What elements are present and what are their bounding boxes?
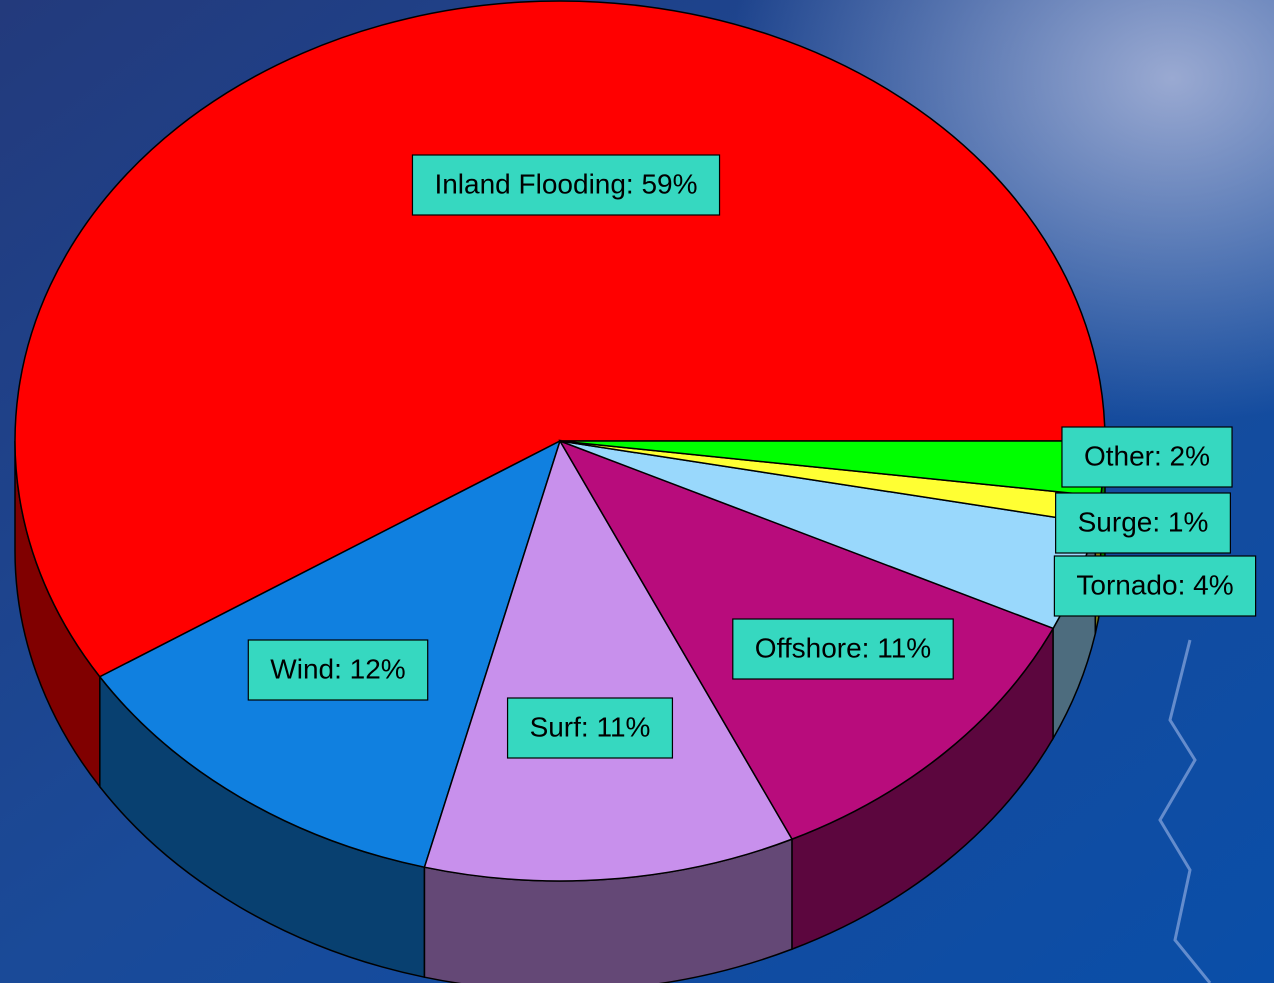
data-label: Surge: 1% xyxy=(1056,493,1231,553)
data-label: Surf: 11% xyxy=(508,698,673,758)
data-label-text: Offshore: 11% xyxy=(755,632,931,663)
page: Inland Flooding: 59% Wind: 12% Surf: 11% Of… xyxy=(0,0,1274,983)
data-label-text: Wind: 12% xyxy=(270,653,405,684)
data-label-text: Other: 2% xyxy=(1084,440,1210,471)
data-label: Inland Flooding: 59% xyxy=(412,155,719,215)
data-label-text: Tornado: 4% xyxy=(1076,569,1233,600)
data-label: Other: 2% xyxy=(1062,427,1232,487)
data-label: Wind: 12% xyxy=(248,640,427,700)
data-label-text: Inland Flooding: 59% xyxy=(434,168,697,199)
data-label: Tornado: 4% xyxy=(1054,556,1255,616)
data-label-text: Surf: 11% xyxy=(530,711,651,742)
data-label-text: Surge: 1% xyxy=(1078,506,1209,537)
chart: Inland Flooding: 59% Wind: 12% Surf: 11% Of… xyxy=(0,0,1274,983)
data-label: Offshore: 11% xyxy=(733,619,953,679)
